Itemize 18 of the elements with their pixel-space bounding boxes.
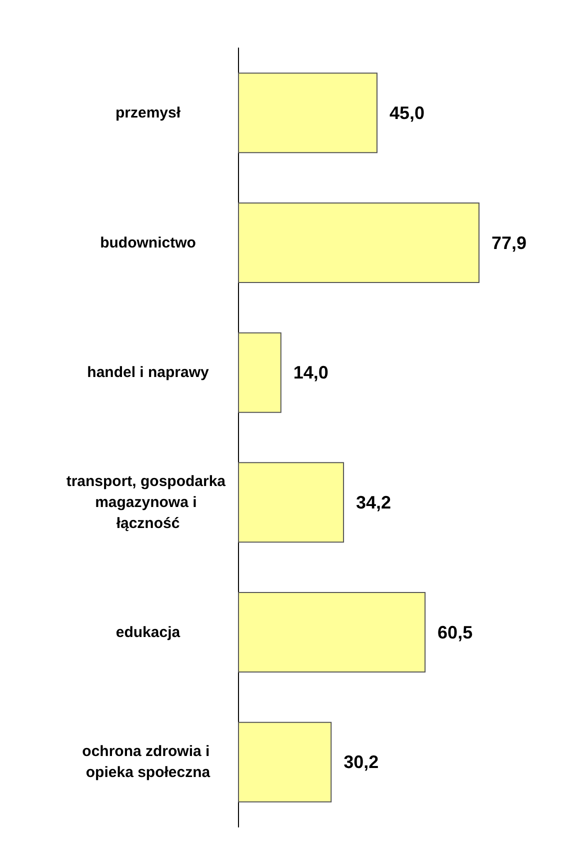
- data-label: 34,2: [356, 492, 392, 512]
- bar: [238, 462, 344, 543]
- y-tick-label: ochrona zdrowia i opieka społeczna: [82, 743, 214, 782]
- data-label: 30,2: [344, 752, 379, 772]
- bar: [238, 332, 282, 413]
- y-tick-label: handel i naprawy: [87, 364, 210, 382]
- y-tick-label: edukacja: [116, 624, 181, 641]
- y-tick-label: budownictwo: [100, 234, 196, 252]
- bar: [238, 72, 378, 154]
- bar: [238, 722, 332, 802]
- bar: [238, 592, 426, 672]
- bar: [238, 202, 480, 283]
- y-tick-label: transport, gospodarka magazynowa i łączność: [66, 472, 230, 532]
- data-label: 14,0: [293, 362, 328, 383]
- data-label: 60,5: [438, 622, 473, 642]
- data-label: 77,9: [491, 232, 527, 253]
- data-label: 45,0: [390, 102, 425, 123]
- y-tick-label: przemysł: [115, 104, 182, 122]
